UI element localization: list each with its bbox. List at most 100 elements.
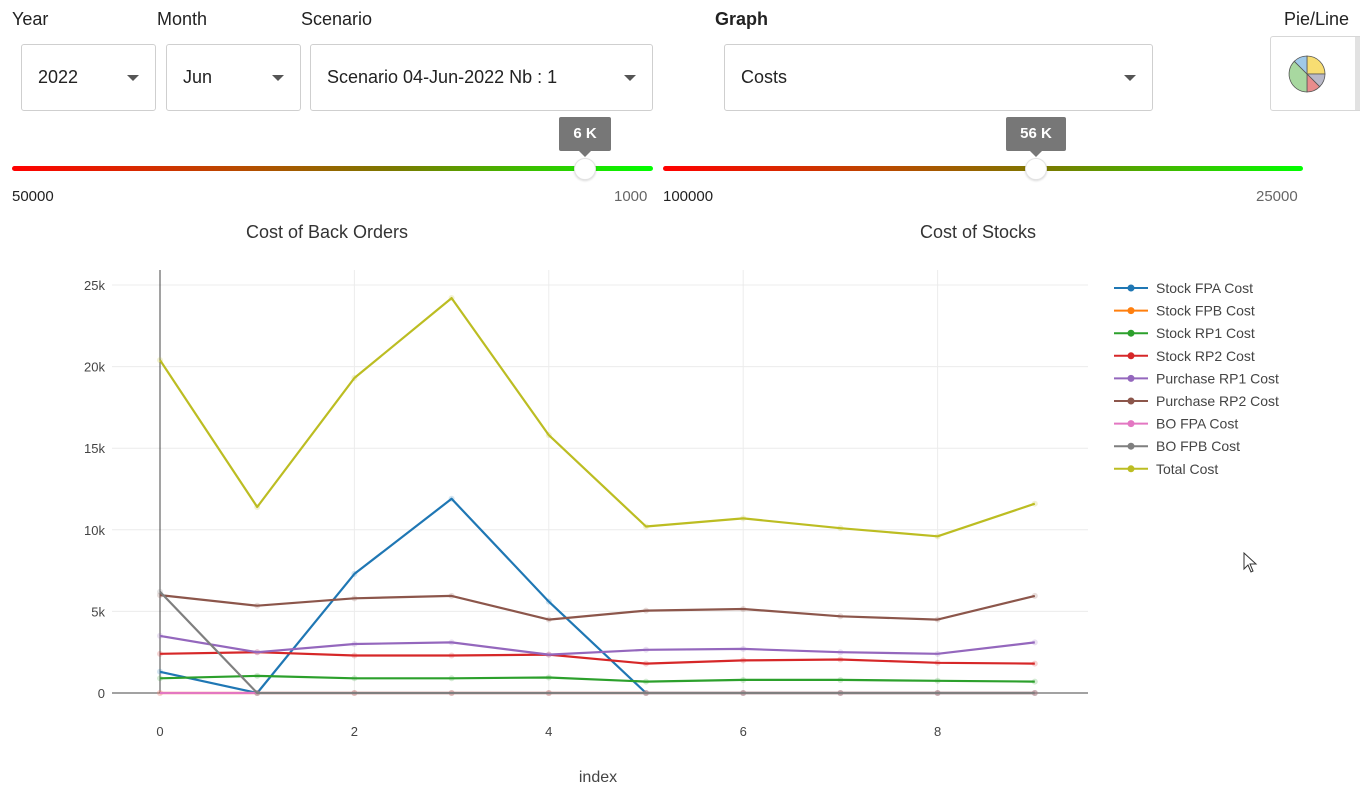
x-tick-label: 8 xyxy=(934,724,941,739)
data-point xyxy=(837,656,844,663)
data-point xyxy=(740,690,747,696)
data-point xyxy=(545,598,552,605)
back-orders-slider-thumb[interactable] xyxy=(574,158,596,180)
data-point xyxy=(254,690,261,696)
scenario-select[interactable]: Scenario 04-Jun-2022 Nb : 1 xyxy=(310,44,653,111)
data-point xyxy=(157,592,163,599)
data-point xyxy=(740,690,747,696)
back-orders-value-bubble: 6 K xyxy=(559,117,611,157)
mouse-cursor-icon xyxy=(1243,552,1258,573)
data-point xyxy=(545,674,552,681)
data-point xyxy=(1031,690,1038,696)
month-label: Month xyxy=(157,9,208,29)
data-point xyxy=(545,651,552,658)
chart-series xyxy=(157,295,1038,696)
stocks-min: 100000 xyxy=(663,188,714,205)
data-point xyxy=(740,515,747,522)
data-point xyxy=(837,690,844,696)
year-select-value: 2022 xyxy=(38,67,79,87)
data-point xyxy=(157,668,163,675)
stocks-slider-track[interactable] xyxy=(663,166,1303,171)
chart-legend: Stock FPA Cost Stock FPB Cost Stock RP1 Co… xyxy=(1114,280,1279,477)
chevron-down-icon xyxy=(127,74,139,81)
data-point xyxy=(448,592,455,599)
legend-label: BO FPA Cost xyxy=(1156,416,1238,432)
y-tick-label: 10k xyxy=(84,523,105,538)
back-orders-slider-track[interactable] xyxy=(12,166,653,171)
data-point xyxy=(740,605,747,612)
y-tick-label: 20k xyxy=(84,360,105,375)
year-select[interactable]: 2022 xyxy=(21,44,156,111)
data-point xyxy=(643,660,649,667)
data-point xyxy=(351,595,358,602)
data-point xyxy=(254,649,261,656)
back-orders-max: 1000 xyxy=(614,188,648,205)
series-line xyxy=(159,591,1035,695)
y-tick-label: 25k xyxy=(84,278,105,293)
data-point xyxy=(934,690,941,696)
series-line xyxy=(159,497,1035,695)
back-orders-min: 50000 xyxy=(12,188,54,205)
data-point xyxy=(448,690,455,696)
data-point xyxy=(545,432,552,439)
data-point xyxy=(740,690,747,696)
data-point xyxy=(448,690,455,696)
legend-marker xyxy=(1127,307,1135,315)
data-point xyxy=(448,690,455,696)
data-point xyxy=(643,690,649,696)
x-tick-label: 4 xyxy=(545,724,552,739)
data-point xyxy=(448,675,455,682)
data-point xyxy=(740,676,747,683)
data-point xyxy=(837,525,844,532)
toggle-handle[interactable] xyxy=(1355,37,1360,110)
data-point xyxy=(545,651,552,658)
data-point xyxy=(643,523,649,530)
data-point xyxy=(157,650,163,657)
data-point xyxy=(254,672,261,679)
month-select[interactable]: Jun xyxy=(166,44,301,111)
data-point xyxy=(837,690,844,696)
data-point xyxy=(157,632,163,639)
graph-label: Graph xyxy=(715,9,769,29)
data-point xyxy=(351,690,358,696)
data-point xyxy=(1031,690,1038,696)
data-point xyxy=(545,690,552,696)
data-point xyxy=(934,616,941,623)
series-line xyxy=(159,297,1036,538)
pie-line-toggle[interactable] xyxy=(1270,36,1360,111)
data-point xyxy=(934,659,941,666)
year-label: Year xyxy=(12,9,49,29)
data-point xyxy=(1031,592,1038,599)
stocks-slider-thumb[interactable] xyxy=(1025,158,1047,180)
data-point xyxy=(643,690,649,696)
data-point xyxy=(643,646,649,653)
legend-marker xyxy=(1127,374,1135,382)
data-point xyxy=(643,690,649,696)
series-line xyxy=(159,594,1036,621)
data-point xyxy=(254,690,261,696)
chart-grid xyxy=(112,270,1088,693)
data-point xyxy=(1031,678,1038,685)
data-point xyxy=(254,690,261,696)
data-point xyxy=(1031,660,1038,667)
data-point xyxy=(1031,690,1038,696)
legend-marker xyxy=(1127,397,1135,405)
data-point xyxy=(351,675,358,682)
back-orders-title: Cost of Back Orders xyxy=(246,222,409,242)
data-point xyxy=(254,503,261,510)
x-tick-label: 0 xyxy=(156,724,163,739)
data-point xyxy=(448,295,455,302)
y-tick-label: 15k xyxy=(84,441,105,456)
pie-chart-icon xyxy=(1288,55,1326,93)
data-point xyxy=(740,657,747,664)
data-point xyxy=(837,676,844,683)
data-point xyxy=(1031,690,1038,696)
data-point xyxy=(545,690,552,696)
graph-select[interactable]: Costs xyxy=(724,44,1153,111)
data-point xyxy=(157,690,163,696)
data-point xyxy=(157,675,163,682)
legend-label: BO FPB Cost xyxy=(1156,438,1240,454)
data-point xyxy=(351,690,358,696)
legend-marker xyxy=(1127,465,1135,473)
